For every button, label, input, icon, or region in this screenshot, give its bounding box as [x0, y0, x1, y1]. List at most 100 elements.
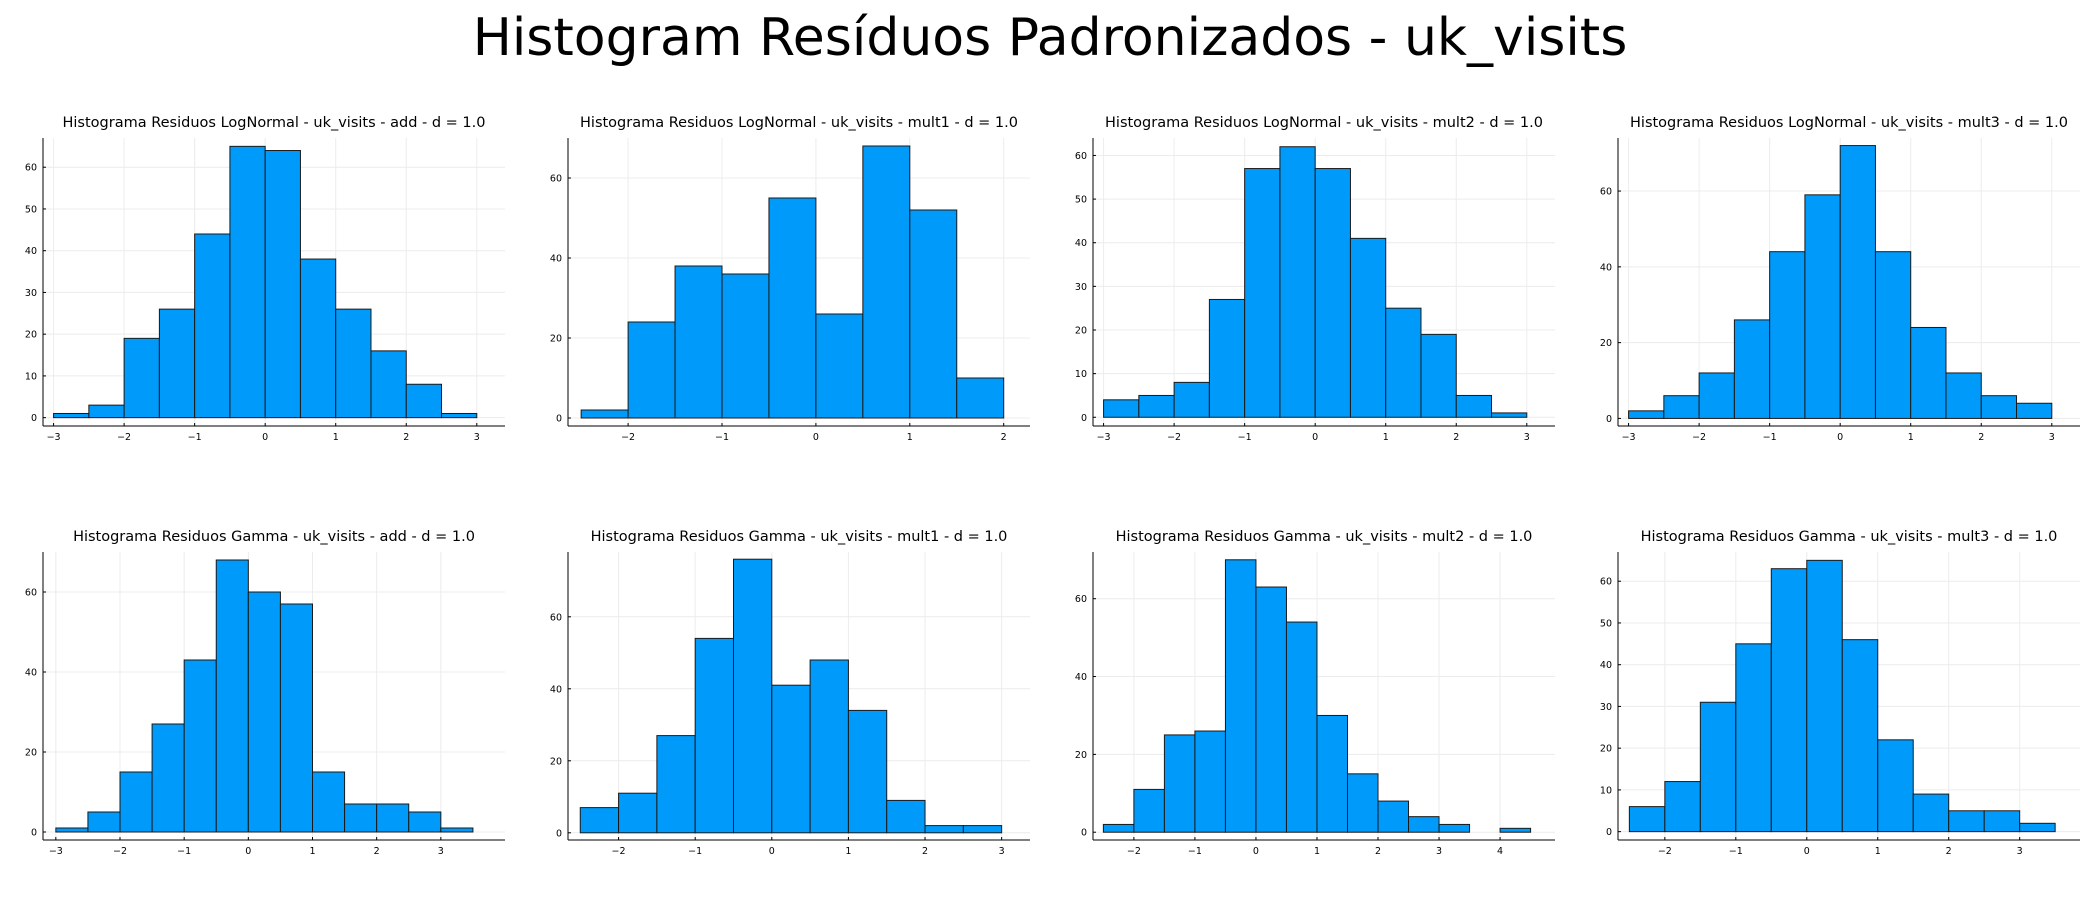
- histogram-svg: Histograma Residuos LogNormal - uk_visit…: [25, 115, 505, 443]
- histogram-bar: [1163, 734, 1196, 833]
- histogram-bar: [1841, 639, 1879, 833]
- histogram-bar: [924, 825, 964, 834]
- y-tick-label: 40: [25, 668, 37, 679]
- x-tick-label: 3: [474, 432, 480, 443]
- histogram-bar: [279, 603, 313, 833]
- histogram-panel: Histograma Residuos Gamma - uk_visits - …: [1050, 502, 1575, 922]
- y-tick-label: 0: [31, 413, 37, 424]
- histogram-svg: Histograma Residuos LogNormal - uk_visit…: [1075, 115, 1555, 443]
- x-tick-label: 1: [907, 432, 913, 443]
- y-tick-label: 10: [1600, 785, 1612, 796]
- histogram-bar: [1628, 806, 1666, 833]
- histogram-bar: [1491, 412, 1528, 418]
- x-tick-label: −3: [1097, 432, 1111, 443]
- histogram-bar: [1770, 568, 1808, 833]
- x-tick-label: 3: [438, 846, 444, 857]
- x-tick-label: 2: [403, 432, 409, 443]
- x-tick-label: 1: [309, 846, 315, 857]
- histogram-bar: [2019, 822, 2056, 833]
- histogram-bar: [1806, 559, 1843, 833]
- histogram-bar: [627, 321, 676, 419]
- y-tick-label: 40: [1075, 238, 1087, 249]
- x-tick-label: −1: [715, 432, 729, 443]
- histogram-bar: [53, 412, 90, 419]
- histogram-bar: [1244, 168, 1281, 418]
- histogram-bar: [1279, 146, 1316, 418]
- x-tick-label: 1: [333, 432, 339, 443]
- panel-title: Histograma Residuos Gamma - uk_visits - …: [591, 529, 1008, 545]
- panel-title: Histograma Residuos Gamma - uk_visits - …: [73, 529, 475, 545]
- histogram-bar: [183, 659, 217, 833]
- x-tick-label: −2: [612, 846, 626, 857]
- histogram-bar: [376, 803, 410, 833]
- y-tick-label: 30: [1075, 282, 1087, 293]
- y-tick-label: 20: [1600, 338, 1612, 349]
- histogram-bar: [1699, 701, 1737, 833]
- histogram-bar: [580, 409, 629, 419]
- panel-title: Histograma Residuos Gamma - uk_visits - …: [1641, 529, 2058, 545]
- y-tick-label: 50: [1600, 618, 1612, 629]
- y-tick-label: 40: [1600, 262, 1612, 273]
- y-tick-label: 20: [1075, 326, 1087, 337]
- histogram-bar: [1133, 788, 1165, 833]
- histogram-svg: Histograma Residuos Gamma - uk_visits - …: [550, 529, 1030, 857]
- y-tick-label: 40: [25, 246, 37, 257]
- histogram-bar: [1173, 381, 1210, 418]
- histogram-bar: [1839, 145, 1876, 419]
- histogram-bar: [1255, 586, 1287, 833]
- x-tick-label: 2: [922, 846, 928, 857]
- histogram-bar: [1733, 319, 1771, 419]
- histogram-bar: [1499, 827, 1532, 833]
- y-tick-label: 20: [550, 756, 562, 767]
- histogram-svg: Histograma Residuos Gamma - uk_visits - …: [1600, 529, 2080, 857]
- histogram-bar: [123, 337, 160, 419]
- x-tick-label: −3: [1622, 432, 1636, 443]
- histogram-bar: [1698, 372, 1735, 419]
- x-tick-label: 0: [1312, 432, 1318, 443]
- x-tick-label: −3: [47, 432, 61, 443]
- x-tick-label: 0: [769, 846, 775, 857]
- histogram-bar: [1138, 394, 1175, 418]
- histogram-bar: [299, 258, 337, 419]
- x-tick-label: 0: [262, 432, 268, 443]
- histogram-svg: Histograma Residuos LogNormal - uk_visit…: [550, 115, 1030, 443]
- y-tick-label: 20: [550, 334, 562, 345]
- histogram-bar: [732, 558, 773, 834]
- histogram-bar: [1983, 810, 2021, 833]
- histogram-bar: [405, 383, 443, 419]
- x-tick-label: −2: [1127, 846, 1141, 857]
- histogram-bar: [55, 827, 89, 833]
- histogram-bar: [956, 377, 1005, 419]
- histogram-bar: [335, 308, 372, 419]
- x-tick-label: 2: [1453, 432, 1459, 443]
- histogram-bar: [1420, 333, 1457, 418]
- panel-title: Histograma Residuos LogNormal - uk_visit…: [580, 115, 1018, 131]
- histogram-bar: [1385, 307, 1422, 418]
- histogram-bar: [1948, 810, 1985, 833]
- histogram-bar: [441, 412, 478, 419]
- x-tick-label: 0: [245, 846, 251, 857]
- x-tick-label: 0: [813, 432, 819, 443]
- histogram-bar: [1769, 251, 1806, 419]
- histogram-bar: [440, 827, 474, 833]
- histogram-bar: [1314, 168, 1351, 418]
- x-tick-label: 3: [2017, 846, 2023, 857]
- y-tick-label: 60: [1075, 594, 1087, 605]
- y-tick-label: 60: [550, 174, 562, 185]
- x-tick-label: 2: [1978, 432, 1984, 443]
- histogram-panel: Histograma Residuos Gamma - uk_visits - …: [1575, 502, 2100, 922]
- panel-title: Histograma Residuos Gamma - uk_visits - …: [1116, 529, 1533, 545]
- histogram-bar: [408, 811, 442, 833]
- x-tick-label: 3: [1524, 432, 1530, 443]
- histogram-bar: [312, 771, 346, 833]
- x-tick-label: −1: [188, 432, 202, 443]
- x-tick-label: 1: [1314, 846, 1320, 857]
- histogram-bar: [2016, 402, 2053, 419]
- histogram-bar: [1980, 395, 2018, 419]
- panel-title: Histograma Residuos LogNormal - uk_visit…: [63, 115, 486, 131]
- figure-title: Histogram Resíduos Padronizados - uk_vis…: [472, 8, 1628, 68]
- y-tick-label: 20: [25, 330, 37, 341]
- histogram-bar: [674, 265, 723, 419]
- x-tick-label: −2: [621, 432, 635, 443]
- x-tick-label: 1: [1383, 432, 1389, 443]
